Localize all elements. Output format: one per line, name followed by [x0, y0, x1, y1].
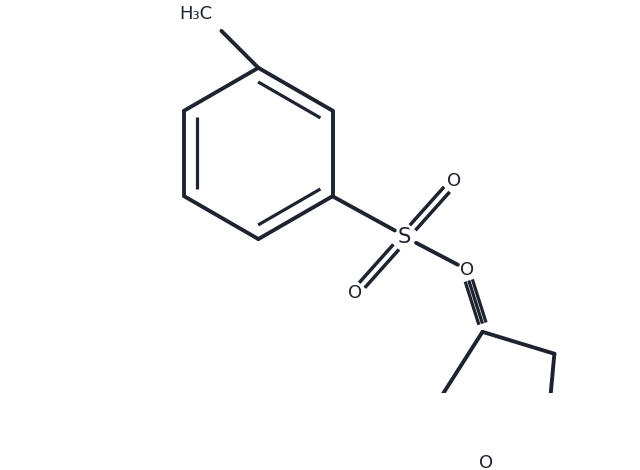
Text: O: O	[460, 261, 474, 279]
Text: S: S	[398, 227, 411, 247]
Text: O: O	[447, 172, 461, 190]
Text: H₃C: H₃C	[179, 5, 212, 23]
Text: O: O	[348, 284, 362, 303]
Text: O: O	[479, 454, 493, 470]
